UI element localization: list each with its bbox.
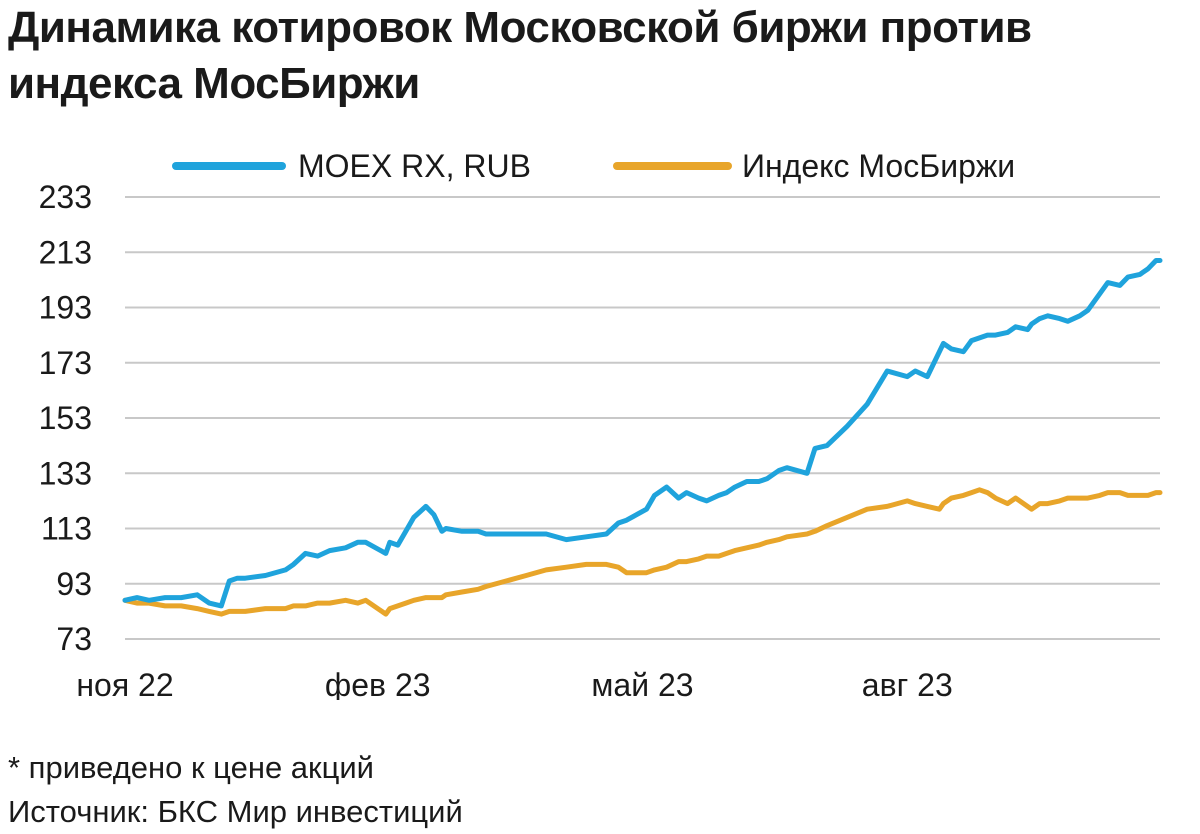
chart-title: Динамика котировок Московской биржи прот… [8,3,1032,108]
x-tick-label: ноя 22 [76,667,173,700]
y-tick-label: 93 [56,566,92,602]
line-chart: 233 213 193 173 153 133 113 93 73 ноя 22 фев 23 ма… [39,148,1163,700]
y-tick-label: 153 [39,400,92,436]
legend: MOEX RX, RUB Индекс МосБиржи [172,148,1015,184]
series-line-index [122,487,1163,617]
y-tick-label: 213 [39,234,92,270]
series-lines [122,258,1163,617]
x-tick-label: авг 23 [862,667,953,700]
x-tick-label: фев 23 [325,667,431,700]
footnote: * приведено к цене акций [8,750,374,785]
y-tick-label: 193 [39,290,92,326]
y-tick-label: 133 [39,455,92,491]
y-tick-label: 173 [39,345,92,381]
y-axis-ticks: 233 213 193 173 153 133 113 93 73 [39,179,92,657]
legend-label: MOEX RX, RUB [298,148,531,184]
x-tick-label: май 23 [591,667,693,700]
grid-lines [125,196,1160,640]
legend-label: Индекс МосБиржи [742,148,1015,184]
series-line-moex [122,258,1163,609]
y-tick-label: 73 [56,621,92,657]
y-tick-label: 113 [41,511,92,547]
x-axis-ticks: ноя 22 фев 23 май 23 авг 23 [76,667,952,700]
source-note: Источник: БКС Мир инвестиций [8,794,463,829]
y-tick-label: 233 [39,179,92,215]
